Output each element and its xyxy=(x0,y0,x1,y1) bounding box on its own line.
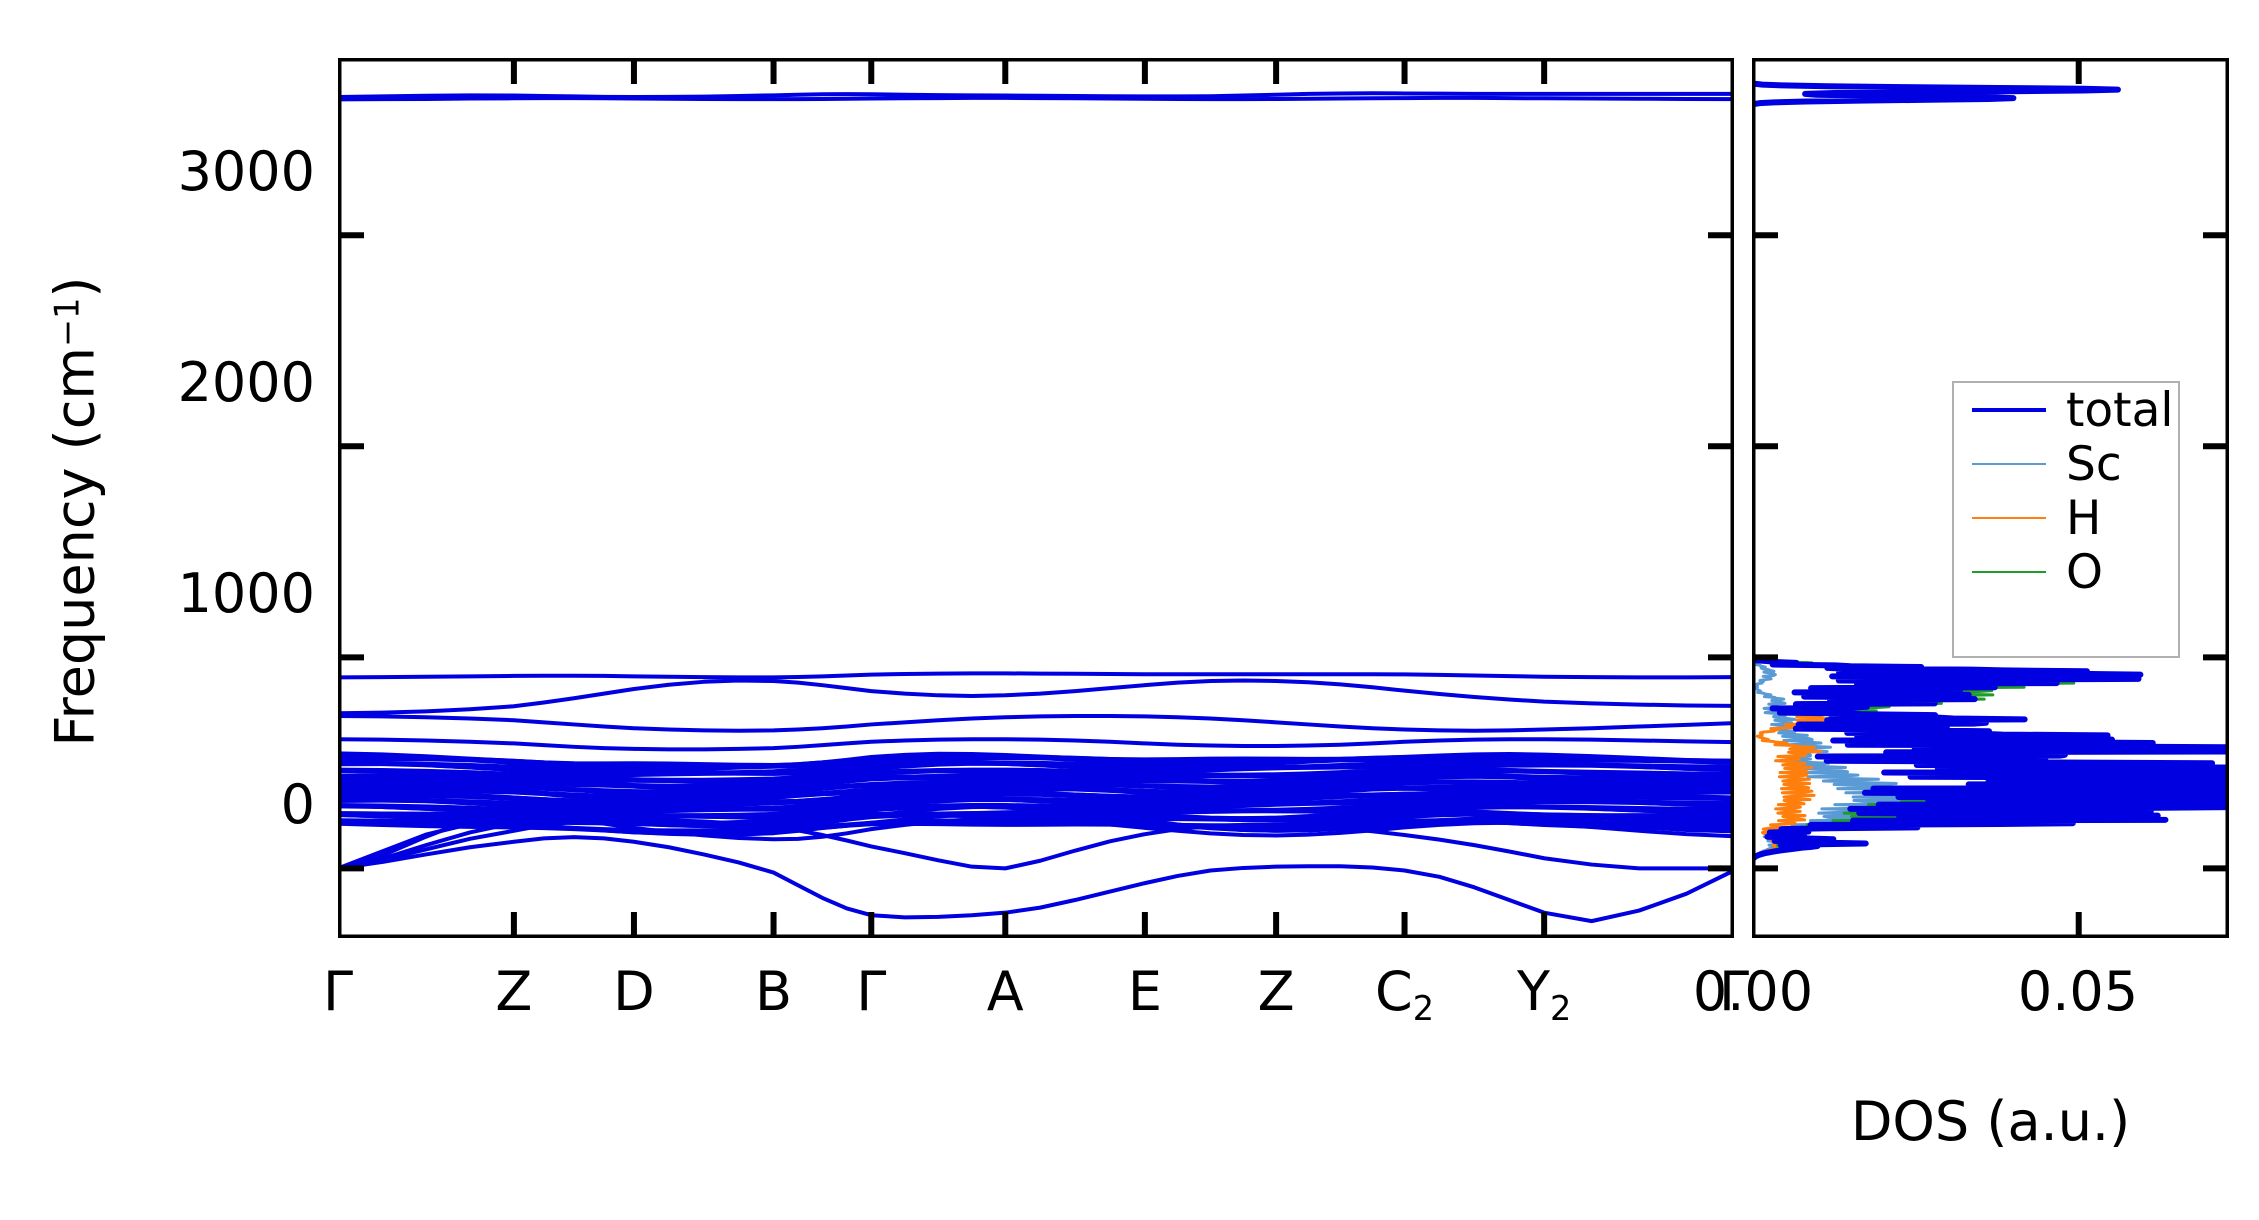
kpoint-label-text: B xyxy=(755,960,793,1023)
kpoint-label-E-6: E xyxy=(1070,960,1220,1023)
y-axis-title-paren: ) xyxy=(43,276,107,298)
legend-label-h: H xyxy=(2066,490,2102,546)
kpoint-label-text: Y xyxy=(1516,960,1550,1023)
y-tick-label-1000: 1000 xyxy=(177,562,315,625)
legend-item-h[interactable]: H xyxy=(1954,491,2178,545)
legend-item-total[interactable]: total xyxy=(1954,383,2178,437)
kpoint-label-text: Z xyxy=(495,960,533,1023)
legend-label-o: O xyxy=(2066,544,2103,600)
kpoint-label-C2-8: C2 xyxy=(1330,960,1480,1028)
legend-item-o[interactable]: O xyxy=(1954,545,2178,599)
band-curves xyxy=(338,91,1734,924)
y-axis-title-exponent: −1 xyxy=(47,297,87,347)
kpoint-label-Z-1: Z xyxy=(439,960,589,1023)
y-axis-title-text: Frequency (cm xyxy=(43,346,107,747)
legend-item-sc[interactable]: Sc xyxy=(1954,437,2178,491)
dos-axis-ticks xyxy=(1752,58,2229,938)
kpoint-label-subscript: 2 xyxy=(1412,989,1435,1029)
dos-tick-label-000: 0.00 xyxy=(1692,960,1814,1023)
legend-label-sc: Sc xyxy=(2066,436,2122,492)
y-tick-label-3000: 3000 xyxy=(177,140,315,203)
band-axis-ticks xyxy=(338,58,1734,938)
kpoint-label-B-3: B xyxy=(699,960,849,1023)
y-axis-title: Frequency (cm−1) xyxy=(44,232,107,792)
kpoint-label-text: E xyxy=(1127,960,1162,1023)
kpoint-label-text: A xyxy=(986,960,1024,1023)
dos-tick-label-005: 0.05 xyxy=(2017,960,2139,1023)
dos-axis-title: DOS (a.u.) xyxy=(1850,1090,2131,1153)
kpoint-label-text: Γ xyxy=(1718,960,1750,1023)
kpoint-label-text: Z xyxy=(1257,960,1295,1023)
y-tick-label-0: 0 xyxy=(280,773,315,836)
kpoint-label-Z-7: Z xyxy=(1201,960,1351,1023)
kpoint-label-text: C xyxy=(1375,960,1413,1023)
y-tick-label-2000: 2000 xyxy=(177,351,315,414)
kpoint-label--10: Γ xyxy=(1659,960,1809,1023)
legend-swatch-total xyxy=(1972,408,2046,412)
dos-curves xyxy=(1752,58,2229,938)
legend-label-total: total xyxy=(2066,382,2174,438)
kpoint-label-A-5: A xyxy=(930,960,1080,1023)
dos-legend: total Sc H O xyxy=(1952,381,2180,658)
legend-swatch-sc xyxy=(1972,463,2046,465)
kpoint-label-text: D xyxy=(613,960,655,1023)
kpoint-label-text: Γ xyxy=(322,960,354,1023)
kpoint-label-D-2: D xyxy=(559,960,709,1023)
band-structure-plot xyxy=(338,58,1734,938)
legend-swatch-o xyxy=(1972,571,2046,573)
kpoint-label-Y2-9: Y2 xyxy=(1469,960,1619,1028)
kpoint-label--4: Γ xyxy=(796,960,946,1023)
kpoint-label-subscript: 2 xyxy=(1549,989,1572,1029)
kpoint-label--0: Γ xyxy=(263,960,413,1023)
legend-swatch-h xyxy=(1972,517,2046,519)
kpoint-label-text: Γ xyxy=(856,960,887,1023)
